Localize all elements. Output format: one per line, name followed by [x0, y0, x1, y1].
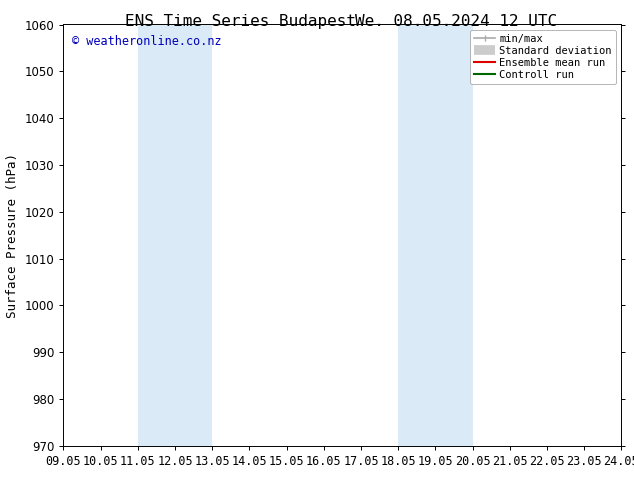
Text: © weatheronline.co.nz: © weatheronline.co.nz: [72, 35, 221, 48]
Text: We. 08.05.2024 12 UTC: We. 08.05.2024 12 UTC: [356, 14, 557, 29]
Bar: [138, 24, 212, 446]
Bar: [398, 24, 472, 446]
Text: ENS Time Series Budapest: ENS Time Series Budapest: [126, 14, 356, 29]
Y-axis label: Surface Pressure (hPa): Surface Pressure (hPa): [6, 153, 19, 318]
Legend: min/max, Standard deviation, Ensemble mean run, Controll run: min/max, Standard deviation, Ensemble me…: [470, 30, 616, 84]
